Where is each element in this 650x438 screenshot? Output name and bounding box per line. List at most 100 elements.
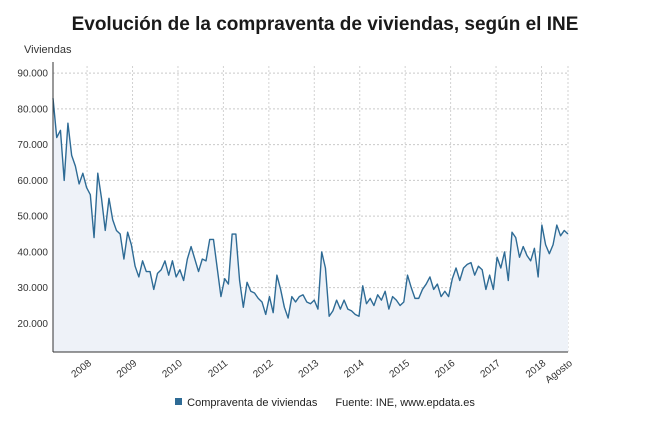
data-point [373,304,375,306]
data-point [492,288,494,290]
data-point [59,129,61,131]
y-tick-label: 50.000 [17,212,48,223]
data-point [380,299,382,301]
data-point [410,286,412,288]
data-point [104,229,106,231]
data-point [97,172,99,174]
legend: Compraventa de viviendas Fuente: INE, www… [0,397,650,409]
data-point [167,274,169,276]
data-point [279,288,281,290]
data-point [429,276,431,278]
data-point [436,283,438,285]
data-point [526,254,528,256]
data-point [309,303,311,305]
x-ticks: 2008 2009 2010 2011 2012 2013 2014 2015 2016 2017… [70,358,576,386]
data-point [149,270,151,272]
data-point [354,313,356,315]
chart-title: Evolución de la compraventa de viviendas… [71,14,579,35]
data-point [332,310,334,312]
data-point [384,290,386,292]
data-point [306,301,308,303]
data-point [291,295,293,297]
data-point [335,299,337,301]
data-point [156,272,158,274]
data-point [444,290,446,292]
x-tick-label: Agosto [543,358,575,386]
data-point [100,197,102,199]
data-point [462,267,464,269]
data-point [328,315,330,317]
data-point [287,317,289,319]
data-point [362,285,364,287]
data-point [242,306,244,308]
data-point [257,297,259,299]
data-point [138,276,140,278]
data-point [418,297,420,299]
data-point [186,258,188,260]
x-tick-label: 2016 [433,358,458,381]
data-point [175,276,177,278]
data-point [160,269,162,271]
data-point [108,197,110,199]
data-point [115,229,117,231]
data-point [451,278,453,280]
data-point [503,251,505,253]
data-point [141,260,143,262]
data-point [130,244,132,246]
data-point [268,295,270,297]
data-point [134,265,136,267]
data-point [238,279,240,281]
y-ticks: 20.000 30.000 40.000 50.000 60.000 70.000 80.0… [17,69,48,330]
data-point [194,258,196,260]
data-point [533,247,535,249]
data-point [432,288,434,290]
data-point [343,299,345,301]
data-point [455,267,457,269]
data-point [317,308,319,310]
y-tick-label: 40.000 [17,247,48,258]
data-point [212,238,214,240]
x-tick-label: 2014 [342,358,367,381]
data-point [253,292,255,294]
data-point [246,281,248,283]
data-point [365,303,367,305]
data-point [63,179,65,181]
data-point [559,235,561,237]
data-point [470,261,472,263]
data-point [126,231,128,233]
data-point [466,263,468,265]
data-point [459,279,461,281]
series-area [53,98,568,353]
x-tick-label: 2012 [251,358,276,381]
x-tick-label: 2008 [70,358,95,381]
data-point [488,274,490,276]
data-point [556,224,558,226]
legend-series-label: Compraventa de viviendas [187,397,318,409]
data-point [522,245,524,247]
data-point [78,183,80,185]
data-point [507,279,509,281]
data-point [153,288,155,290]
data-point [227,283,229,285]
y-tick-label: 80.000 [17,104,48,115]
data-point [529,260,531,262]
data-point [567,233,569,235]
data-point [294,301,296,303]
x-tick-label: 2010 [160,358,185,381]
data-point [70,154,72,156]
data-point [145,270,147,272]
data-point [209,238,211,240]
y-tick-label: 60.000 [17,176,48,187]
data-point [376,294,378,296]
data-point [388,308,390,310]
data-point [179,269,181,271]
data-point [313,299,315,301]
data-point [474,274,476,276]
series-line [52,98,569,319]
data-point [164,260,166,262]
data-point [518,256,520,258]
x-tick-label: 2011 [206,358,230,380]
data-point [414,297,416,299]
data-point [440,295,442,297]
y-tick-label: 30.000 [17,283,48,294]
